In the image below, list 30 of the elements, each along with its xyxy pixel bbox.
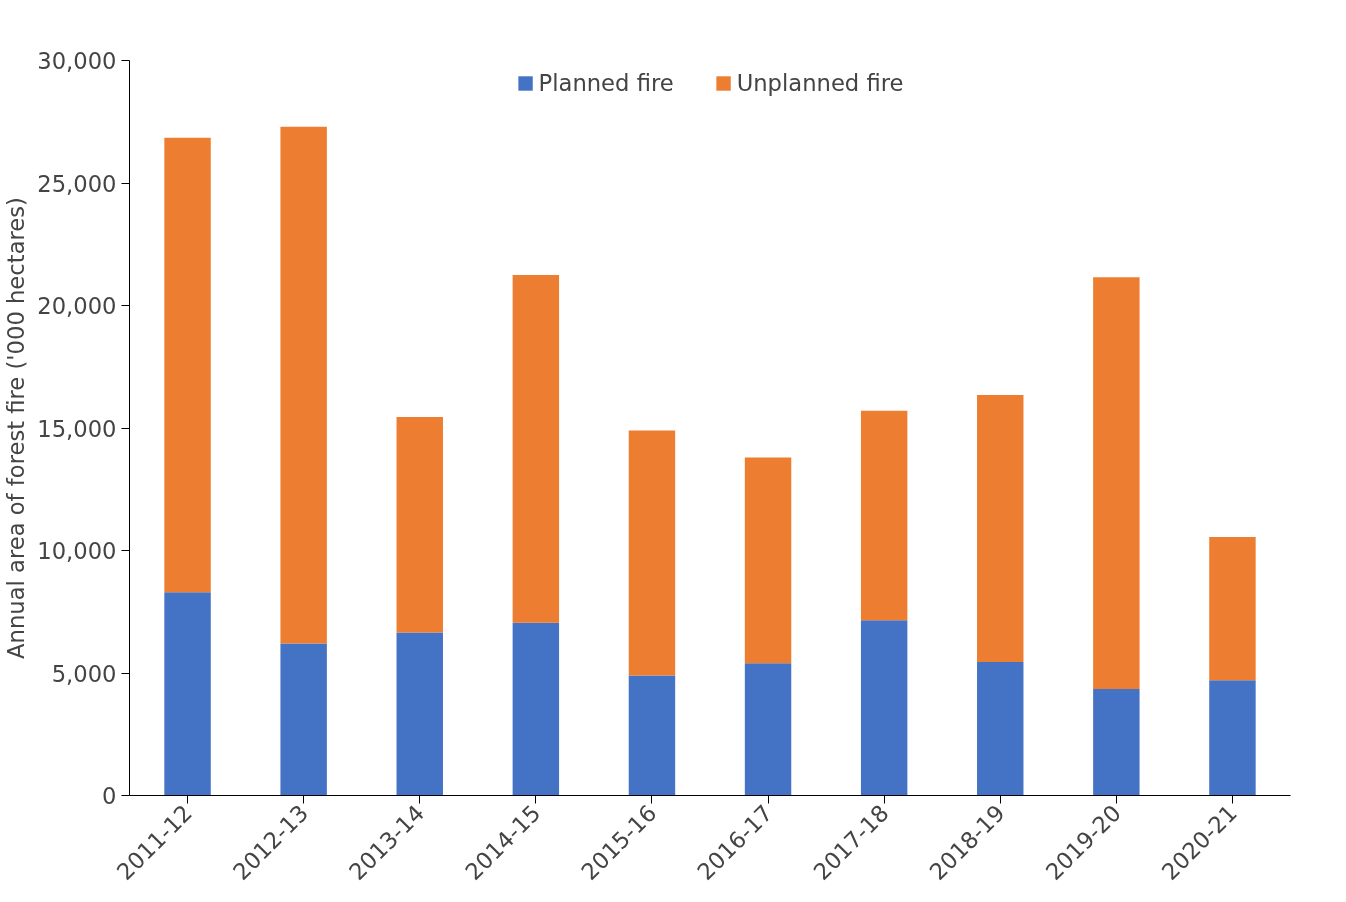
bar (512, 622, 560, 796)
bar (977, 394, 1024, 662)
bar (396, 632, 443, 796)
bar (164, 592, 211, 796)
bar (1093, 688, 1140, 796)
legend-label: Planned fire (538, 70, 674, 96)
bar (977, 661, 1024, 796)
legend-label: Unplanned fire (736, 70, 904, 96)
y-tick-label: 15,000 (37, 415, 117, 442)
bar (744, 457, 792, 664)
y-tick-label: 30,000 (37, 48, 117, 74)
bar (512, 274, 560, 623)
y-tick-label: 25,000 (37, 170, 117, 197)
bar (1209, 537, 1256, 681)
bar (164, 137, 211, 593)
y-tick-label: 10,000 (37, 538, 117, 564)
bar (744, 663, 792, 796)
bar (280, 643, 327, 796)
y-axis-title: Annual area of forest fire ('000 hectares) (3, 197, 30, 659)
bar (1093, 277, 1140, 689)
bar (860, 620, 908, 796)
bar (396, 416, 443, 633)
bar (1209, 680, 1256, 796)
bar (280, 126, 327, 644)
y-tick-label: 5,000 (51, 660, 117, 687)
bar (628, 675, 676, 796)
y-tick-label: 20,000 (37, 293, 117, 319)
bar (860, 410, 908, 621)
bar (628, 430, 676, 676)
y-tick-label: 0 (102, 783, 117, 809)
